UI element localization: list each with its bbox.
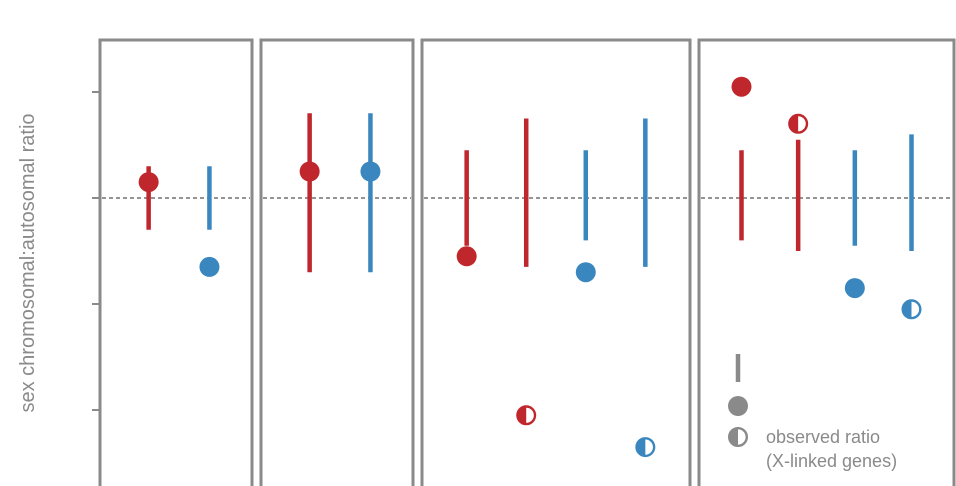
legend-label-xlinked: observed ratio (X-linked genes) xyxy=(766,427,897,471)
legend-label-line: observed ratio xyxy=(766,427,880,447)
panel-2 xyxy=(420,38,692,486)
panel-frame xyxy=(697,38,956,486)
entry xyxy=(731,76,752,241)
observed-point xyxy=(199,256,220,277)
panel-frame xyxy=(420,38,692,486)
observed-point-half xyxy=(636,438,646,456)
observed-point-half xyxy=(517,406,527,425)
legend-label-line: (X-linked genes) xyxy=(766,451,897,471)
entry xyxy=(788,113,809,251)
panel-1 xyxy=(259,38,415,486)
entry xyxy=(575,150,596,283)
entry xyxy=(456,150,477,267)
observed-point xyxy=(299,161,320,182)
entry xyxy=(901,134,922,320)
observed-point-half xyxy=(902,300,912,319)
observed-point xyxy=(456,246,477,267)
panel-3 xyxy=(697,38,956,486)
observed-point xyxy=(575,262,596,283)
observed-point xyxy=(138,172,159,193)
entry xyxy=(844,150,865,299)
y-axis-label: sex chromosomal:autosomal ratio xyxy=(17,113,39,412)
entry xyxy=(138,166,159,230)
legend-filled-dot xyxy=(728,396,748,416)
entry xyxy=(360,113,381,273)
entry xyxy=(635,118,656,458)
entry xyxy=(199,166,220,277)
panels xyxy=(98,38,956,486)
observed-point-half xyxy=(789,115,799,133)
entry xyxy=(299,113,320,273)
observed-point xyxy=(844,278,865,299)
legend: observed ratio (X-linked genes) xyxy=(728,354,897,471)
legend-half-dot-fill xyxy=(729,428,738,446)
observed-point xyxy=(731,76,752,97)
panel-frame xyxy=(98,38,254,486)
observed-point xyxy=(360,161,381,182)
panel-0 xyxy=(98,38,254,486)
entry xyxy=(516,118,537,426)
panel-frame xyxy=(259,38,415,486)
